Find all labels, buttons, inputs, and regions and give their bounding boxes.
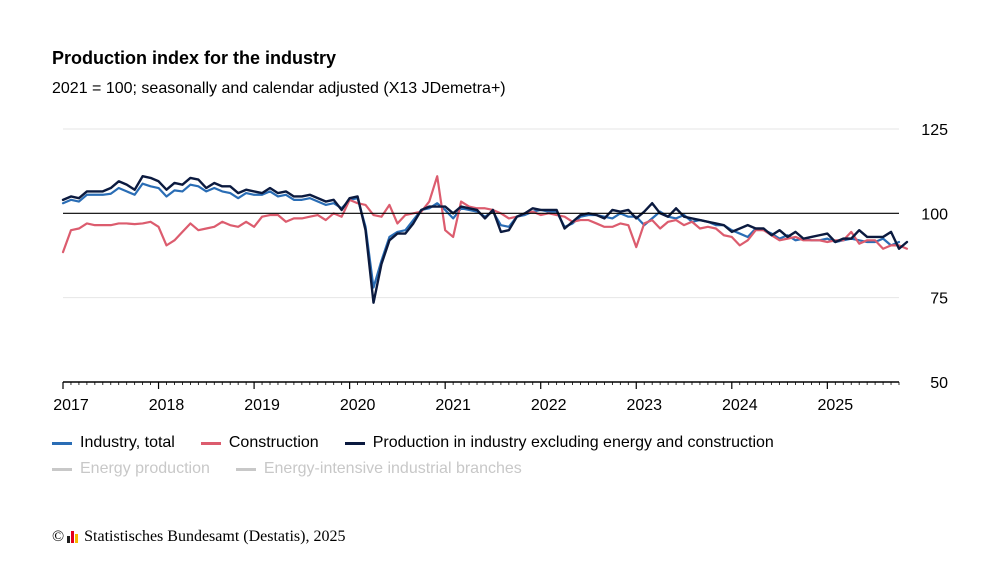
y-tick-label: 50: [930, 375, 948, 392]
source-footer: © Statistisches Bundesamt (Destatis), 20…: [52, 528, 345, 546]
y-tick-label: 125: [921, 122, 948, 139]
legend-swatch: [200, 441, 221, 445]
legend-label: Industry, total: [80, 434, 175, 451]
x-tick-label: 2022: [531, 397, 567, 414]
copyright-symbol: ©: [52, 528, 65, 545]
legend-swatch: [344, 441, 365, 445]
legend-item-construction[interactable]: Construction: [200, 434, 319, 452]
legend-swatch: [52, 441, 72, 445]
x-tick-label: 2019: [244, 397, 280, 414]
legend-swatch: [52, 467, 72, 471]
legend-label: Energy-intensive industrial branches: [263, 460, 522, 477]
source-text: Statistisches Bundesamt (Destatis), 2025: [84, 528, 346, 545]
legend-swatch: [235, 467, 256, 471]
legend-item-energy-production[interactable]: Energy production: [52, 460, 210, 478]
destatis-logo-icon: [67, 531, 79, 543]
x-tick-label: 2024: [722, 397, 758, 414]
x-tick-label: 2020: [340, 397, 376, 414]
x-tick-label: 2018: [149, 397, 185, 414]
series-line-2: [61, 175, 909, 254]
x-tick-label: 2025: [818, 397, 854, 414]
legend-item-energy-intensive[interactable]: Energy-intensive industrial branches: [235, 460, 522, 478]
series-line-3: [61, 175, 909, 304]
legend-label: Energy production: [80, 460, 210, 477]
legend-label: Construction: [228, 434, 319, 451]
legend-item-industry-total[interactable]: Industry, total: [52, 434, 175, 452]
chart-title: Production index for the industry: [52, 48, 337, 68]
x-tick-label: 2023: [626, 397, 662, 414]
y-tick-label: 100: [921, 206, 948, 223]
x-tick-label: 2017: [53, 397, 89, 414]
y-tick-label: 75: [930, 291, 948, 308]
chart-subtitle: 2021 = 100; seasonally and calendar adju…: [52, 80, 506, 97]
legend-label: Production in industry excluding energy …: [372, 434, 774, 451]
line-chart: 125 100 75 50 2017 2018 2019 2020 2021 2022 2023 20…: [53, 122, 948, 414]
legend-item-industry-excl-energy[interactable]: Production in industry excluding energy …: [344, 434, 774, 452]
legend-inactive: Energy production Energy-intensive indus…: [52, 460, 548, 478]
x-tick-label: 2021: [435, 397, 471, 414]
legend-active: Industry, total Construction Production …: [52, 434, 800, 452]
